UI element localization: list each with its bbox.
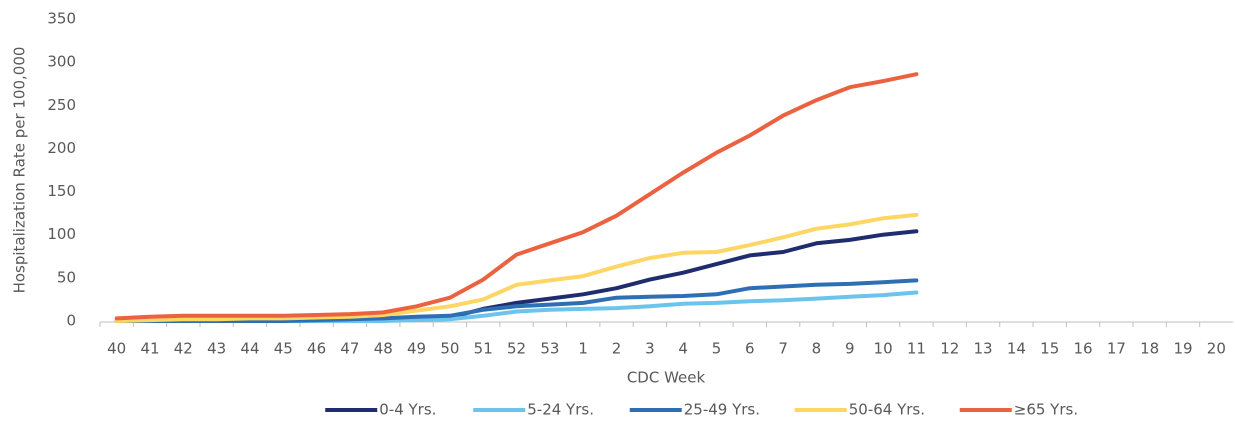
y-tick-label: 200 (47, 139, 76, 157)
x-axis-title: CDC Week (627, 369, 706, 387)
y-tick-label: 300 (47, 53, 76, 71)
x-tick-label: 4 (678, 340, 688, 358)
x-tick-label: 6 (745, 340, 755, 358)
x-tick-label: 8 (812, 340, 822, 358)
x-tick-label: 14 (1007, 340, 1026, 358)
x-tick-label: 47 (340, 340, 359, 358)
x-tick-label: 19 (1173, 340, 1192, 358)
x-tick-label: 20 (1207, 340, 1226, 358)
y-tick-label: 50 (57, 268, 76, 286)
x-tick-label: 45 (274, 340, 293, 358)
x-tick-label: 52 (507, 340, 526, 358)
x-tick-label: 17 (1107, 340, 1126, 358)
series-line (114, 72, 919, 321)
x-tick-label: 53 (540, 340, 559, 358)
x-tick-label: 10 (874, 340, 893, 358)
x-tick-label: 42 (174, 340, 193, 358)
y-tick-label: 0 (66, 312, 76, 330)
x-tick-label: 50 (440, 340, 459, 358)
series-line (114, 278, 919, 323)
y-tick-label: 150 (47, 182, 76, 200)
x-tick-label: 2 (612, 340, 622, 358)
x-tick-label: 51 (474, 340, 493, 358)
y-tick-label: 250 (47, 96, 76, 114)
y-tick-label: 100 (47, 225, 76, 243)
x-tick-label: 3 (645, 340, 655, 358)
x-tick-label: 1 (578, 340, 588, 358)
x-tick-label: 43 (207, 340, 226, 358)
x-tick-label: 12 (940, 340, 959, 358)
x-tick-label: 49 (407, 340, 426, 358)
x-tick-label: 18 (1140, 340, 1159, 358)
x-tick-label: 15 (1040, 340, 1059, 358)
x-tick-label: 44 (240, 340, 259, 358)
x-tick-label: 13 (974, 340, 993, 358)
legend-label: 25-49 Yrs. (684, 401, 760, 419)
y-tick-label: 350 (47, 10, 76, 28)
legend-label: ≥65 Yrs. (1014, 401, 1078, 419)
x-tick-label: 11 (907, 340, 926, 358)
x-tick-label: 46 (307, 340, 326, 358)
series-line (114, 212, 919, 323)
x-tick-label: 41 (140, 340, 159, 358)
legend-label: 5-24 Yrs. (527, 401, 594, 419)
x-tick-label: 5 (712, 340, 722, 358)
x-tick-label: 40 (107, 340, 126, 358)
y-axis-title: Hospitalization Rate per 100,000 (11, 47, 29, 294)
x-tick-label: 48 (374, 340, 393, 358)
x-tick-label: 9 (845, 340, 855, 358)
x-tick-label: 7 (778, 340, 788, 358)
legend-label: 50-64 Yrs. (849, 401, 925, 419)
x-tick-label: 16 (1073, 340, 1092, 358)
legend-label: 0-4 Yrs. (379, 401, 436, 419)
